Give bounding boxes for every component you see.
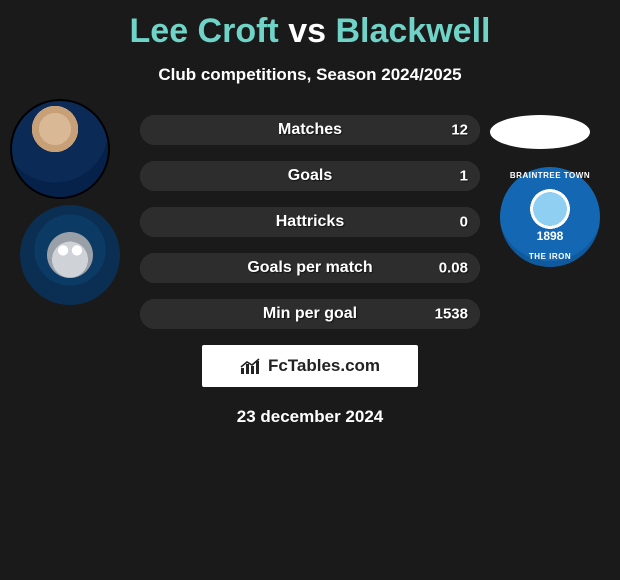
chart-icon [240,357,262,375]
stat-right-value: 0.08 [439,260,468,277]
badge-text-bot: THE IRON [529,252,571,261]
owl-icon [47,232,93,278]
stat-right-value: 1 [460,168,468,185]
stat-label: Goals [288,167,332,185]
vs-text: vs [288,12,326,50]
content-area: BRAINTREE TOWN 1898 THE IRON Matches 12 … [0,115,620,427]
badge-text-top: BRAINTREE TOWN [510,171,590,180]
stat-row: Hattricks 0 [140,207,480,237]
player1-club-badge [20,205,120,305]
page-title: Lee Croft vs Blackwell [0,0,620,51]
stat-right-value: 0 [460,214,468,231]
badge-year: 1898 [537,229,564,243]
stat-row: Goals 1 [140,161,480,191]
stat-rows: Matches 12 Goals 1 Hattricks 0 Goals per… [140,115,480,329]
brand-text: FcTables.com [268,356,380,376]
player2-name: Blackwell [335,12,490,50]
player2-club-badge: BRAINTREE TOWN 1898 THE IRON [500,167,600,267]
stat-label: Hattricks [276,213,344,231]
stat-label: Matches [278,121,342,139]
stat-row: Min per goal 1538 [140,299,480,329]
stat-right-value: 1538 [435,306,468,323]
stat-row: Matches 12 [140,115,480,145]
date-text: 23 december 2024 [0,407,620,427]
stat-label: Goals per match [247,259,372,277]
player1-photo [10,99,110,199]
player2-photo [490,115,590,149]
stat-label: Min per goal [263,305,357,323]
stat-right-value: 12 [451,122,468,139]
subtitle: Club competitions, Season 2024/2025 [0,65,620,85]
stat-row: Goals per match 0.08 [140,253,480,283]
brand-box: FcTables.com [202,345,418,387]
player1-name: Lee Croft [130,12,279,50]
